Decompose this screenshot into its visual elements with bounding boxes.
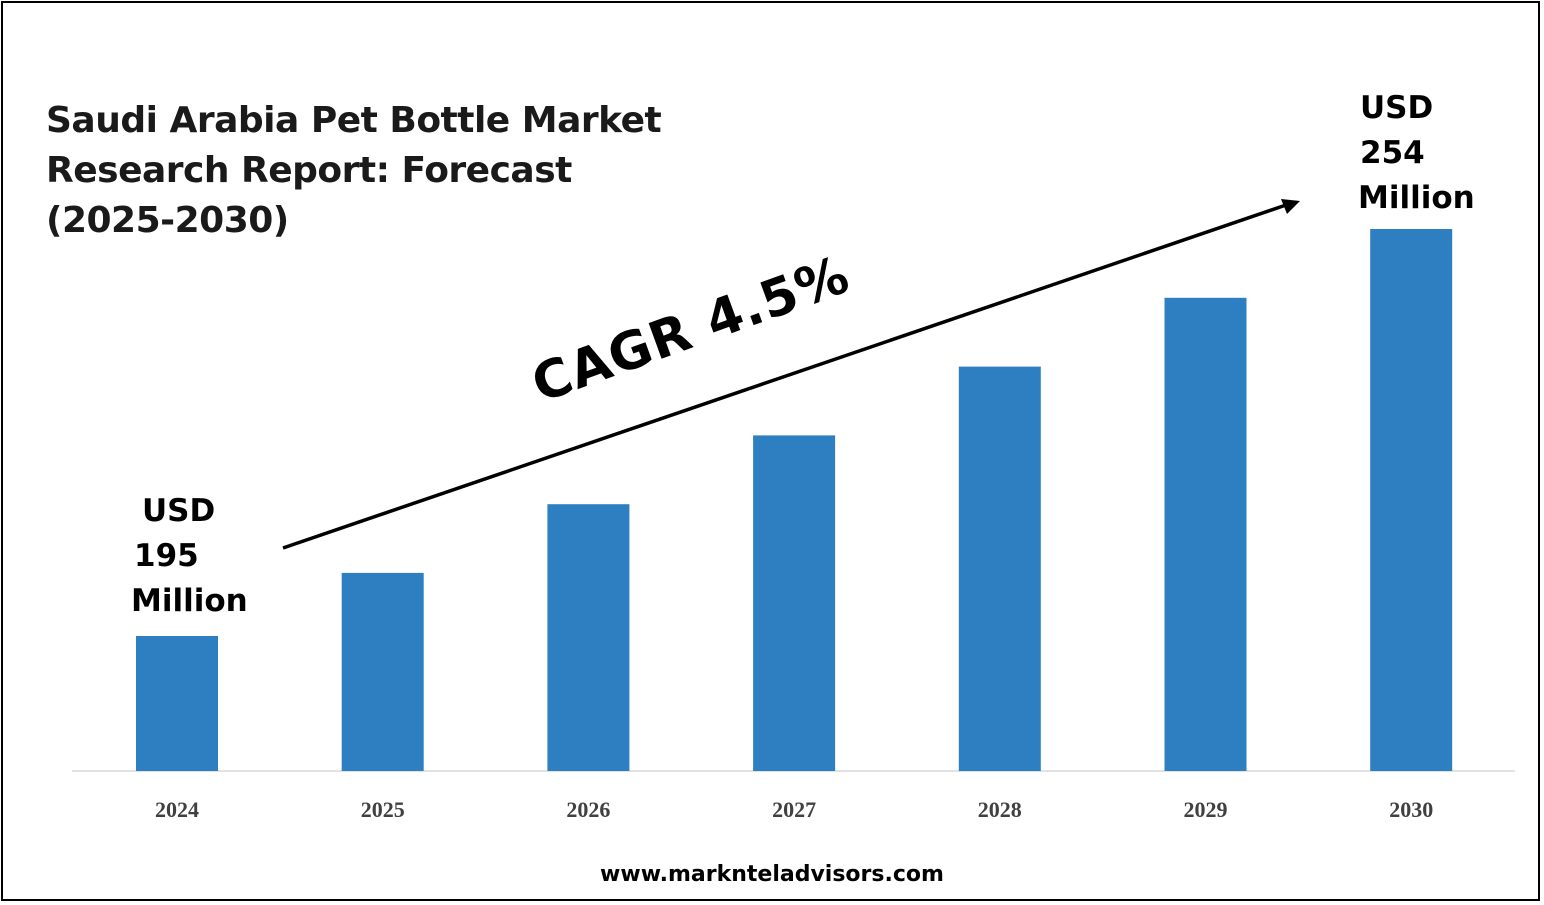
x-tick-2024: 2024 [155,797,199,822]
x-tick-2027: 2027 [772,797,816,822]
bar-2028 [958,366,1041,771]
bar-2027 [753,435,836,771]
x-tick-2026: 2026 [566,797,610,822]
bars-group [136,229,1453,771]
bar-2029 [1164,297,1247,771]
x-tick-2030: 2030 [1389,797,1433,822]
chart-title: Saudi Arabia Pet Bottle Market Research … [46,96,686,246]
bar-2030 [1370,229,1453,771]
x-tick-labels: 2024 2025 2026 2027 2028 2029 2030 [155,797,1433,822]
start-label-line-2: 195 [134,538,199,574]
title-line-1: Saudi Arabia Pet Bottle Market [46,100,662,141]
x-tick-2025: 2025 [361,797,405,822]
bar-2025 [341,572,424,771]
end-label-line-2: 254 [1360,135,1425,171]
x-tick-2028: 2028 [978,797,1022,822]
x-tick-2029: 2029 [1184,797,1228,822]
end-label-line-3: Million [1358,180,1475,216]
end-value-label: USD 254 Million [1358,86,1475,221]
bar-2026 [547,504,630,771]
end-label-line-1: USD [1360,90,1434,126]
start-label-line-3: Million [131,583,248,619]
title-line-2: Research Report: Forecast [46,150,572,191]
start-value-label: USD 195 Million [131,489,248,624]
bar-2024 [136,636,218,771]
title-line-3: (2025-2030) [46,200,289,241]
source-url: www.marknteladvisors.com [600,862,944,887]
trend-arrow [282,199,1300,550]
start-label-line-1: USD [142,493,216,529]
